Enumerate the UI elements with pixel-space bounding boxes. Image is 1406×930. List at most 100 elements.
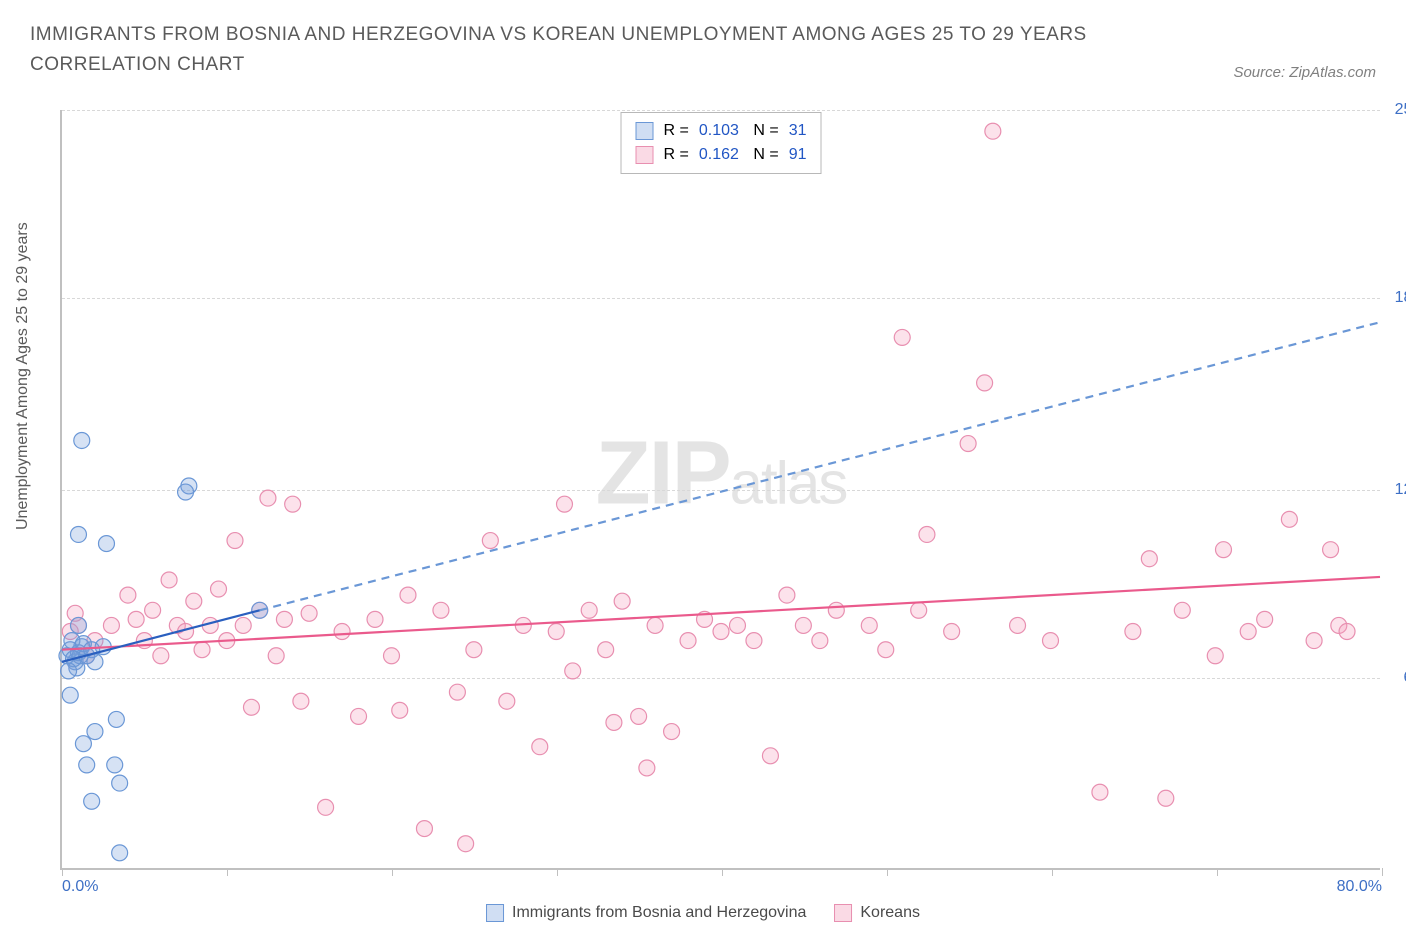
data-point	[1141, 551, 1157, 567]
x-tick-label: 80.0%	[1337, 878, 1382, 896]
data-point	[1125, 624, 1141, 640]
stat-n-value: 31	[789, 119, 807, 143]
data-point	[565, 663, 581, 679]
stats-legend-box: R = 0.103 N = 31 R = 0.162 N = 91	[621, 112, 822, 174]
data-point	[74, 433, 90, 449]
data-point	[746, 633, 762, 649]
swatch-pink-icon	[636, 146, 654, 164]
y-tick-label: 12.5%	[1385, 481, 1406, 499]
stats-row-blue: R = 0.103 N = 31	[636, 119, 807, 143]
chart-title: IMMIGRANTS FROM BOSNIA AND HERZEGOVINA V…	[30, 20, 1110, 81]
stat-label: R =	[664, 119, 689, 143]
data-point	[301, 605, 317, 621]
data-point	[1240, 624, 1256, 640]
data-point	[70, 617, 86, 633]
data-point	[84, 793, 100, 809]
data-point	[62, 687, 78, 703]
data-point	[103, 617, 119, 633]
data-point	[128, 611, 144, 627]
data-point	[944, 624, 960, 640]
data-point	[458, 836, 474, 852]
data-point	[664, 724, 680, 740]
data-point	[433, 602, 449, 618]
stat-n-value: 91	[789, 143, 807, 167]
data-point	[482, 533, 498, 549]
stat-label: N =	[749, 119, 779, 143]
data-point	[75, 736, 91, 752]
data-point	[87, 724, 103, 740]
data-point	[61, 663, 77, 679]
stat-label: N =	[749, 143, 779, 167]
data-point	[713, 624, 729, 640]
chart-plot-area: ZIPatlas 6.3%12.5%18.8%25.0% R = 0.103 N…	[60, 110, 1380, 870]
data-point	[1323, 542, 1339, 558]
data-point	[762, 748, 778, 764]
data-point	[79, 757, 95, 773]
data-point	[680, 633, 696, 649]
legend-label: Koreans	[860, 904, 920, 922]
data-point	[161, 572, 177, 588]
data-point	[112, 845, 128, 861]
trend-line	[260, 322, 1380, 610]
data-point	[606, 714, 622, 730]
x-tick	[1382, 868, 1383, 876]
data-point	[1092, 784, 1108, 800]
legend-item-blue: Immigrants from Bosnia and Herzegovina	[486, 904, 806, 922]
data-point	[532, 739, 548, 755]
data-point	[384, 648, 400, 664]
data-point	[919, 527, 935, 543]
data-point	[268, 648, 284, 664]
data-point	[293, 693, 309, 709]
data-point	[276, 611, 292, 627]
data-point	[211, 581, 227, 597]
x-tick	[1217, 868, 1218, 876]
y-tick-label: 6.3%	[1385, 669, 1406, 687]
data-point	[812, 633, 828, 649]
x-tick	[557, 868, 558, 876]
data-point	[614, 593, 630, 609]
data-point	[153, 648, 169, 664]
data-point	[894, 329, 910, 345]
data-point	[985, 123, 1001, 139]
data-point	[960, 436, 976, 452]
data-point	[416, 821, 432, 837]
data-point	[878, 642, 894, 658]
data-point	[120, 587, 136, 603]
data-point	[466, 642, 482, 658]
data-point	[334, 624, 350, 640]
data-point	[1010, 617, 1026, 633]
data-point	[779, 587, 795, 603]
stat-r-value: 0.162	[699, 143, 739, 167]
swatch-pink-icon	[834, 904, 852, 922]
data-point	[1306, 633, 1322, 649]
y-axis-label: Unemployment Among Ages 25 to 29 years	[14, 222, 32, 530]
data-point	[977, 375, 993, 391]
data-point	[1257, 611, 1273, 627]
data-point	[911, 602, 927, 618]
data-point	[400, 587, 416, 603]
data-point	[556, 496, 572, 512]
data-point	[318, 799, 334, 815]
data-point	[194, 642, 210, 658]
data-point	[243, 699, 259, 715]
data-point	[1158, 790, 1174, 806]
stat-r-value: 0.103	[699, 119, 739, 143]
data-point	[227, 533, 243, 549]
swatch-blue-icon	[486, 904, 504, 922]
data-point	[235, 617, 251, 633]
data-point	[795, 617, 811, 633]
data-point	[639, 760, 655, 776]
data-point	[112, 775, 128, 791]
data-point	[598, 642, 614, 658]
data-point	[87, 654, 103, 670]
source-attribution: Source: ZipAtlas.com	[1233, 64, 1376, 81]
data-point	[449, 684, 465, 700]
stats-row-pink: R = 0.162 N = 91	[636, 143, 807, 167]
x-tick	[227, 868, 228, 876]
data-point	[145, 602, 161, 618]
x-tick-label: 0.0%	[62, 878, 98, 896]
data-point	[499, 693, 515, 709]
data-point	[581, 602, 597, 618]
data-point	[1281, 511, 1297, 527]
y-tick-label: 18.8%	[1385, 289, 1406, 307]
